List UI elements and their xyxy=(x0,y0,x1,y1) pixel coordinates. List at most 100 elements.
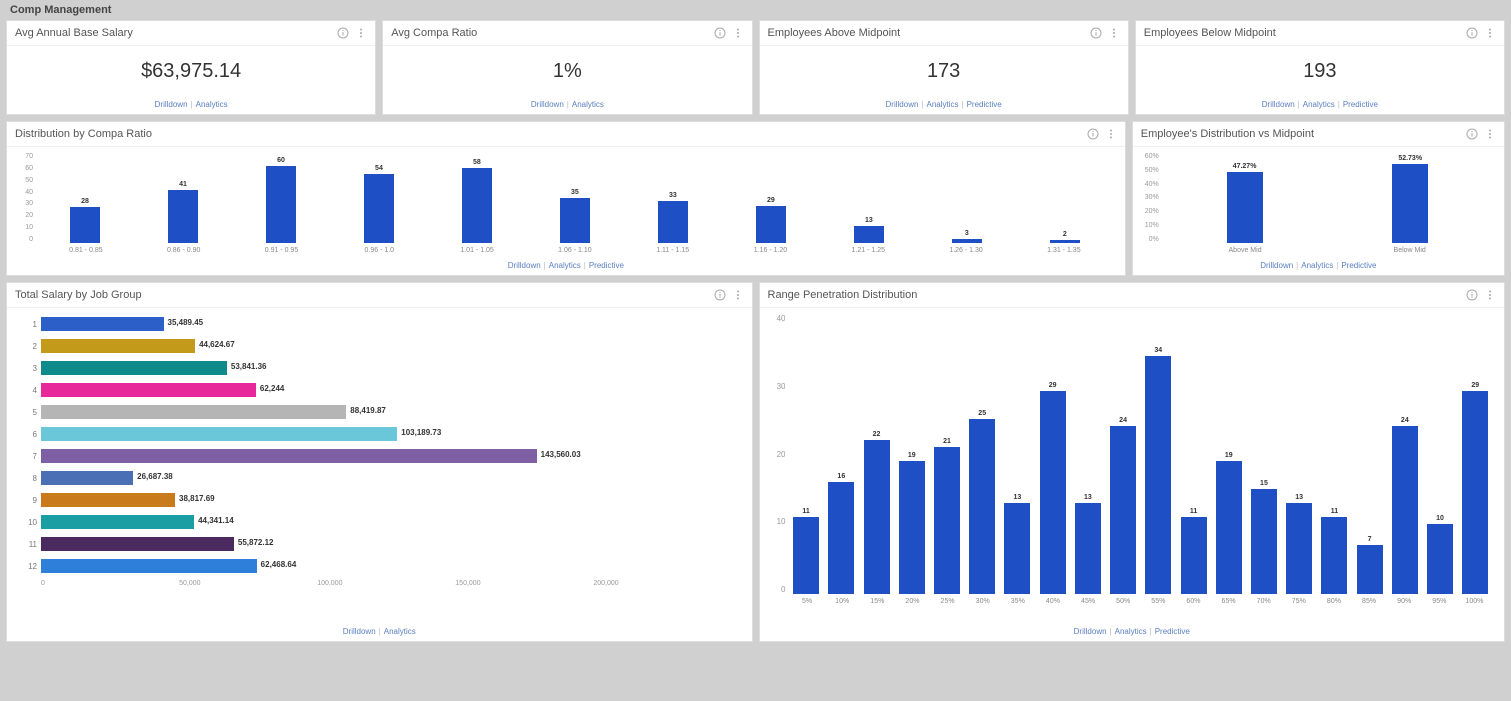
bar[interactable] xyxy=(1145,356,1171,594)
drilldown-link[interactable]: Drilldown xyxy=(155,100,188,109)
bar[interactable] xyxy=(854,226,884,243)
analytics-link[interactable]: Analytics xyxy=(927,100,959,109)
bar-value-label: 54 xyxy=(375,165,383,172)
bar[interactable] xyxy=(1004,503,1030,594)
hbar[interactable] xyxy=(41,559,257,573)
more-icon[interactable] xyxy=(1105,128,1117,140)
bar[interactable] xyxy=(1181,517,1207,594)
hbar[interactable] xyxy=(41,427,397,441)
bar-column: 13 xyxy=(1071,494,1104,594)
x-axis-label: Above Mid xyxy=(1163,247,1328,254)
card-footer: Drilldown|Analytics xyxy=(383,97,751,114)
bar[interactable] xyxy=(1286,503,1312,594)
bar[interactable] xyxy=(462,168,492,243)
info-icon[interactable] xyxy=(337,27,349,39)
bar[interactable] xyxy=(560,198,590,243)
info-icon[interactable] xyxy=(714,27,726,39)
bar-column: 21 xyxy=(930,438,963,594)
bar[interactable] xyxy=(934,447,960,594)
bar-column: 15 xyxy=(1247,480,1280,594)
bar[interactable] xyxy=(1321,517,1347,594)
drilldown-link[interactable]: Drilldown xyxy=(1260,261,1293,270)
more-icon[interactable] xyxy=(1484,128,1496,140)
hbar[interactable] xyxy=(41,339,195,353)
bar-value-label: 11 xyxy=(1190,508,1197,515)
analytics-link[interactable]: Analytics xyxy=(1115,627,1147,636)
more-icon[interactable] xyxy=(1484,289,1496,301)
bar[interactable] xyxy=(864,440,890,594)
hbar[interactable] xyxy=(41,361,227,375)
bar[interactable] xyxy=(364,174,394,243)
analytics-link[interactable]: Analytics xyxy=(384,627,416,636)
x-axis-label: 55% xyxy=(1141,598,1176,605)
bar[interactable] xyxy=(1357,545,1383,594)
more-icon[interactable] xyxy=(732,27,744,39)
hbar[interactable] xyxy=(41,515,194,529)
bar[interactable] xyxy=(1040,391,1066,594)
bar[interactable] xyxy=(1050,240,1080,243)
analytics-link[interactable]: Analytics xyxy=(196,100,228,109)
hbar[interactable] xyxy=(41,317,164,331)
bar[interactable] xyxy=(1251,489,1277,594)
analytics-link[interactable]: Analytics xyxy=(1303,100,1335,109)
more-icon[interactable] xyxy=(1484,27,1496,39)
bar[interactable] xyxy=(1427,524,1453,594)
bar[interactable] xyxy=(1392,164,1428,243)
kpi-value: 193 xyxy=(1136,46,1504,97)
hbar[interactable] xyxy=(41,383,256,397)
bar[interactable] xyxy=(969,419,995,594)
bar-column: 3 xyxy=(919,230,1015,243)
range-chart-body: 403020100 111622192125132913243411191513… xyxy=(760,308,1505,624)
bar[interactable] xyxy=(266,166,296,243)
hbar[interactable] xyxy=(41,405,346,419)
drilldown-link[interactable]: Drilldown xyxy=(1262,100,1295,109)
drilldown-link[interactable]: Drilldown xyxy=(886,100,919,109)
bar[interactable] xyxy=(1216,461,1242,594)
bar-value-label: 2 xyxy=(1063,231,1067,238)
info-icon[interactable] xyxy=(1466,289,1478,301)
bar[interactable] xyxy=(899,461,925,594)
bar-value-label: 19 xyxy=(1225,452,1233,459)
drilldown-link[interactable]: Drilldown xyxy=(1074,627,1107,636)
bar[interactable] xyxy=(658,201,688,243)
kpi-title: Employees Below Midpoint xyxy=(1144,27,1276,39)
bar-value-label: 22 xyxy=(873,431,881,438)
x-axis-label: 80% xyxy=(1316,598,1351,605)
more-icon[interactable] xyxy=(355,27,367,39)
info-icon[interactable] xyxy=(714,289,726,301)
info-icon[interactable] xyxy=(1087,128,1099,140)
predictive-link[interactable]: Predictive xyxy=(967,100,1002,109)
hbar[interactable] xyxy=(41,449,537,463)
bar[interactable] xyxy=(1227,172,1263,243)
bar[interactable] xyxy=(168,190,198,243)
drilldown-link[interactable]: Drilldown xyxy=(531,100,564,109)
hbar[interactable] xyxy=(41,493,175,507)
drilldown-link[interactable]: Drilldown xyxy=(343,627,376,636)
more-icon[interactable] xyxy=(732,289,744,301)
drilldown-link[interactable]: Drilldown xyxy=(508,261,541,270)
bar[interactable] xyxy=(1392,426,1418,594)
chart-title: Total Salary by Job Group xyxy=(15,289,142,301)
predictive-link[interactable]: Predictive xyxy=(1341,261,1376,270)
predictive-link[interactable]: Predictive xyxy=(589,261,624,270)
bar[interactable] xyxy=(828,482,854,594)
analytics-link[interactable]: Analytics xyxy=(1301,261,1333,270)
bar[interactable] xyxy=(1075,503,1101,594)
info-icon[interactable] xyxy=(1466,27,1478,39)
bar[interactable] xyxy=(952,239,982,243)
info-icon[interactable] xyxy=(1466,128,1478,140)
predictive-link[interactable]: Predictive xyxy=(1343,100,1378,109)
bar[interactable] xyxy=(1110,426,1136,594)
predictive-link[interactable]: Predictive xyxy=(1155,627,1190,636)
bar[interactable] xyxy=(1462,391,1488,594)
bar-value-label: 24 xyxy=(1119,417,1127,424)
bar[interactable] xyxy=(793,517,819,594)
more-icon[interactable] xyxy=(1108,27,1120,39)
analytics-link[interactable]: Analytics xyxy=(572,100,604,109)
info-icon[interactable] xyxy=(1090,27,1102,39)
hbar[interactable] xyxy=(41,471,133,485)
analytics-link[interactable]: Analytics xyxy=(549,261,581,270)
bar[interactable] xyxy=(756,206,786,243)
hbar[interactable] xyxy=(41,537,234,551)
bar[interactable] xyxy=(70,207,100,243)
